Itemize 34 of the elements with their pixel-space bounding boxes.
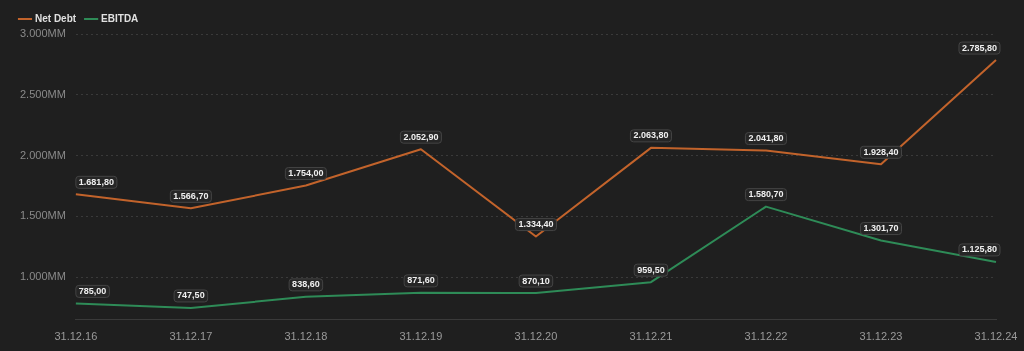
data-label: 1.754,00 [288, 168, 324, 179]
x-tick-label: 31.12.16 [54, 330, 98, 343]
legend-label: Net Debt [35, 12, 77, 24]
data-label: 2.052,90 [403, 131, 439, 142]
y-tick-label: 1.000MM [19, 270, 66, 283]
data-label: 2.063,80 [633, 130, 669, 141]
data-label: 785,00 [78, 285, 107, 296]
x-tick-label: 31.12.17 [169, 330, 213, 343]
x-tick-label: 31.12.18 [284, 330, 328, 343]
data-label: 1.580,70 [748, 189, 784, 200]
y-tick-label: 3.000MM [19, 27, 66, 40]
x-tick-label: 31.12.24 [974, 330, 1018, 343]
data-label: 870,10 [522, 275, 550, 286]
data-label: 959,50 [637, 264, 665, 275]
x-tick-label: 31.12.22 [744, 330, 788, 343]
data-label: 1.928,40 [863, 146, 899, 157]
data-label: 1.125,80 [961, 244, 998, 255]
data-label: 1.334,40 [518, 219, 554, 230]
y-tick-label: 2.500MM [19, 87, 66, 100]
data-label: 1.566,70 [173, 190, 209, 201]
y-tick-label: 1.500MM [19, 209, 66, 222]
data-label: 747,50 [177, 290, 205, 301]
x-tick-label: 31.12.23 [859, 330, 903, 343]
data-label: 871,60 [407, 275, 435, 286]
legend-label: EBITDA [101, 12, 139, 24]
x-tick-label: 31.12.20 [514, 330, 558, 343]
data-label: 1.681,80 [78, 176, 114, 187]
x-tick-label: 31.12.19 [399, 330, 443, 343]
data-label: 838,60 [292, 279, 320, 290]
x-tick-label: 31.12.21 [629, 330, 673, 343]
data-label: 2.041,80 [748, 133, 784, 144]
data-label: 2.785,80 [961, 42, 998, 53]
y-tick-label: 2.000MM [19, 148, 66, 161]
data-label: 1.301,70 [863, 223, 899, 234]
